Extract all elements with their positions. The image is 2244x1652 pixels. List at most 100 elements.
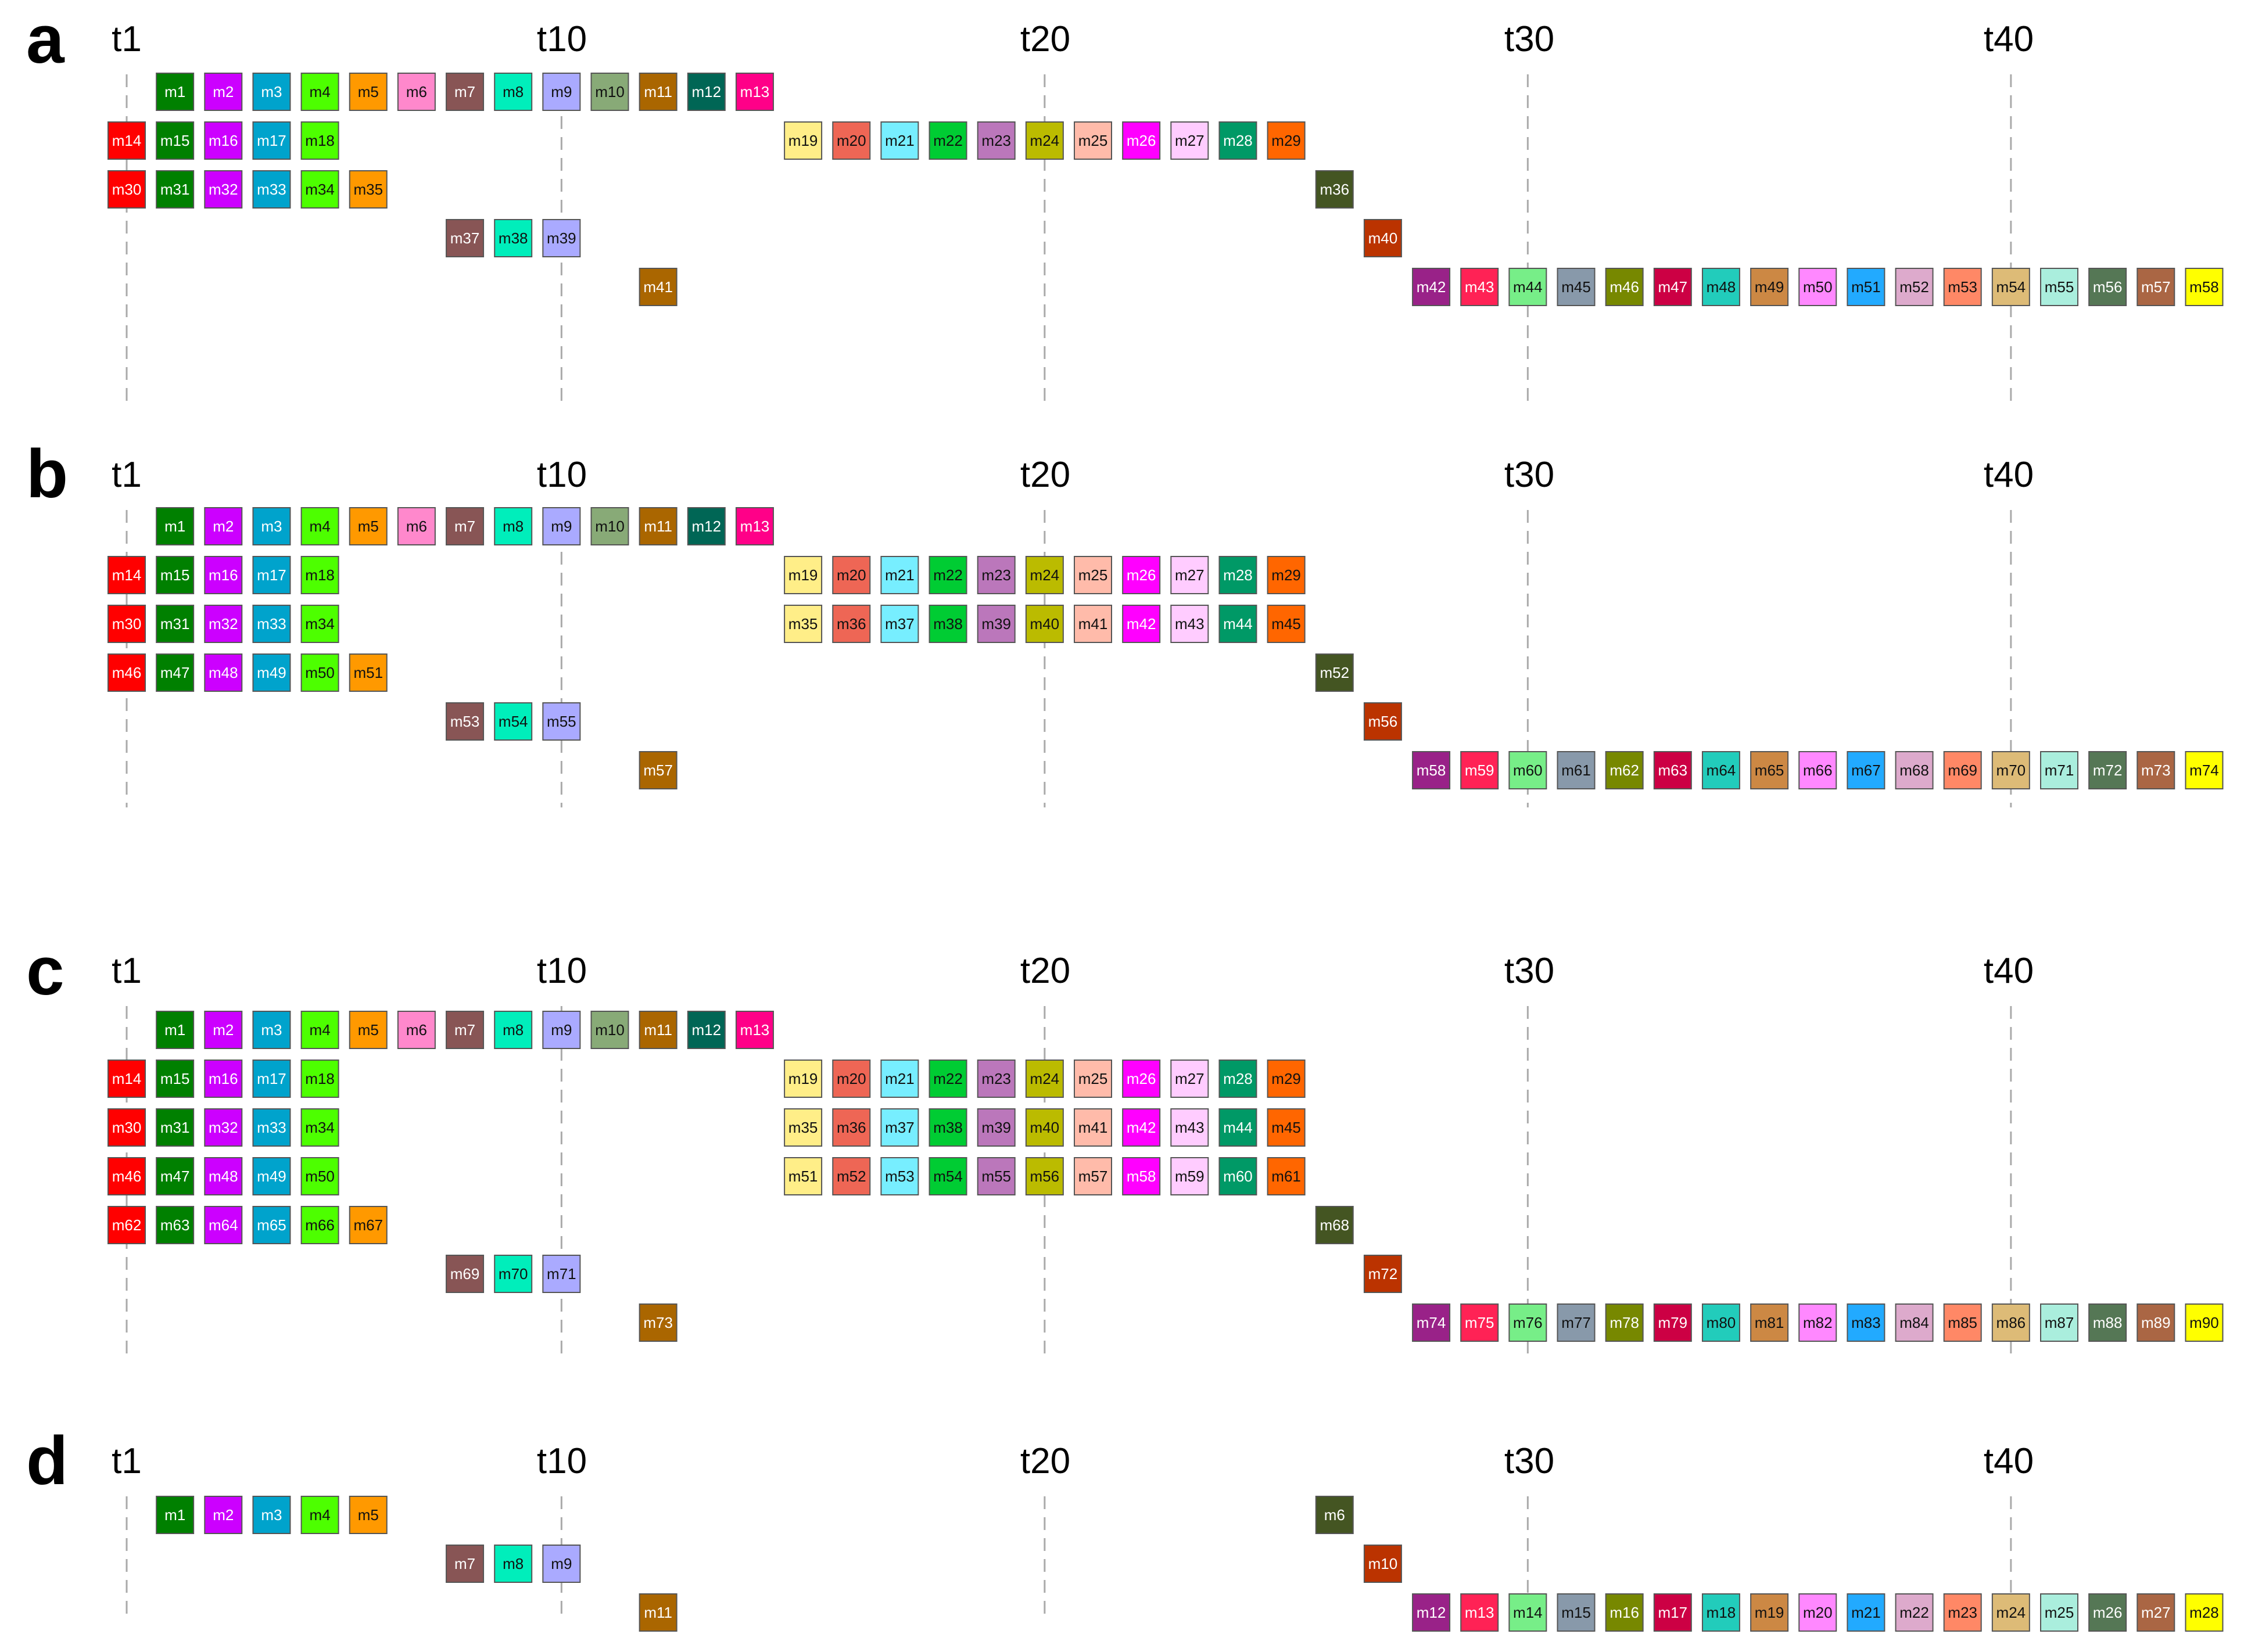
- message-box-m17: m17: [252, 1060, 291, 1098]
- message-box-m49: m49: [252, 653, 291, 692]
- message-label: m40: [1030, 1119, 1060, 1136]
- message-box-m54: m54: [1991, 268, 2030, 306]
- message-box-fill: [639, 1303, 677, 1342]
- message-box-m41: m41: [1074, 1108, 1112, 1147]
- message-box-m69: m69: [446, 1255, 485, 1293]
- message-box-fill: [1701, 1593, 1740, 1632]
- message-box-m37: m37: [446, 219, 485, 257]
- message-box-m23: m23: [1943, 1593, 1982, 1632]
- message-box-m15: m15: [156, 556, 195, 594]
- message-box-fill: [300, 1108, 339, 1147]
- message-box-m8: m8: [494, 1011, 533, 1049]
- message-box-m3: m3: [252, 73, 291, 111]
- message-box-m68: m68: [1315, 1206, 1354, 1244]
- message-label: m8: [503, 518, 524, 535]
- message-box-m32: m32: [204, 605, 243, 643]
- message-box-m73: m73: [639, 1303, 677, 1342]
- message-box-fill: [1508, 268, 1547, 306]
- message-box-m34: m34: [300, 170, 339, 209]
- message-label: m34: [305, 615, 335, 633]
- message-label: m51: [353, 664, 383, 681]
- message-box-fill: [1267, 556, 1306, 594]
- message-box-m26: m26: [1122, 121, 1161, 160]
- message-box-m24: m24: [1025, 1060, 1064, 1098]
- message-box-fill: [1605, 1593, 1644, 1632]
- message-label: m12: [692, 83, 722, 100]
- message-box-fill: [929, 121, 967, 160]
- panel-a-tick-t20: t20: [1020, 19, 1070, 59]
- message-box-m28: m28: [2185, 1593, 2224, 1632]
- message-label: m74: [1417, 1314, 1446, 1331]
- message-label: m48: [1707, 278, 1736, 296]
- message-box-fill: [880, 1060, 919, 1098]
- message-box-fill: [494, 702, 533, 741]
- message-box-m6: m6: [1315, 1496, 1354, 1534]
- message-box-m22: m22: [929, 121, 967, 160]
- message-box-fill: [204, 653, 243, 692]
- message-label: m20: [837, 566, 866, 584]
- message-box-fill: [929, 1108, 967, 1147]
- message-box-fill: [784, 1108, 823, 1147]
- message-label: m27: [1175, 132, 1205, 149]
- message-label: m53: [1948, 278, 1977, 296]
- message-box-fill: [1701, 1303, 1740, 1342]
- message-label: m22: [933, 132, 963, 149]
- message-box-m7: m7: [446, 1011, 485, 1049]
- message-box-fill: [204, 507, 243, 545]
- message-label: m34: [305, 181, 335, 198]
- message-box-m79: m79: [1653, 1303, 1692, 1342]
- message-label: m23: [981, 1070, 1011, 1087]
- message-box-fill: [1895, 268, 1934, 306]
- message-box-fill: [1025, 556, 1064, 594]
- message-box-fill: [1412, 1303, 1451, 1342]
- message-label: m50: [305, 1168, 335, 1185]
- message-box-m27: m27: [1170, 121, 1209, 160]
- message-box-m12: m12: [687, 507, 726, 545]
- message-box-fill: [204, 1206, 243, 1244]
- message-box-fill: [542, 219, 581, 257]
- message-label: m88: [2093, 1314, 2123, 1331]
- message-box-m22: m22: [1895, 1593, 1934, 1632]
- message-box-m52: m52: [832, 1157, 871, 1195]
- message-box-fill: [1074, 1108, 1112, 1147]
- message-box-m13: m13: [1460, 1593, 1499, 1632]
- message-box-fill: [929, 556, 967, 594]
- message-box-m35: m35: [784, 605, 823, 643]
- message-box-fill: [204, 1108, 243, 1147]
- message-box-m7: m7: [446, 507, 485, 545]
- message-label: m17: [257, 1070, 286, 1087]
- message-box-m83: m83: [1847, 1303, 1885, 1342]
- message-label: m60: [1513, 762, 1543, 779]
- message-label: m42: [1127, 615, 1156, 633]
- message-box-m9: m9: [542, 1011, 581, 1049]
- message-box-m25: m25: [1074, 556, 1112, 594]
- message-box-m53: m53: [880, 1157, 919, 1195]
- message-box-m23: m23: [977, 121, 1016, 160]
- message-label: m45: [1561, 278, 1591, 296]
- message-box-fill: [494, 1255, 533, 1293]
- message-label: m28: [1223, 132, 1253, 149]
- message-box-fill: [397, 73, 436, 111]
- message-box-fill: [832, 1157, 871, 1195]
- message-label: m18: [305, 566, 335, 584]
- message-label: m57: [2141, 278, 2171, 296]
- message-box-fill: [1315, 653, 1354, 692]
- message-box-fill: [252, 1206, 291, 1244]
- message-label: m16: [209, 1070, 238, 1087]
- message-label: m13: [740, 1021, 770, 1039]
- message-label: m8: [503, 1021, 524, 1039]
- message-box-fill: [2088, 1303, 2127, 1342]
- message-box-m63: m63: [156, 1206, 195, 1244]
- message-box-m78: m78: [1605, 1303, 1644, 1342]
- message-label: m57: [1078, 1168, 1108, 1185]
- message-box-fill: [252, 653, 291, 692]
- message-box-fill: [542, 507, 581, 545]
- message-label: m22: [933, 1070, 963, 1087]
- message-box-m22: m22: [929, 1060, 967, 1098]
- message-box-m32: m32: [204, 1108, 243, 1147]
- message-box-m39: m39: [977, 605, 1016, 643]
- message-label: m27: [2141, 1604, 2171, 1621]
- message-box-fill: [1847, 1593, 1885, 1632]
- message-label: m77: [1561, 1314, 1591, 1331]
- message-box-fill: [300, 1206, 339, 1244]
